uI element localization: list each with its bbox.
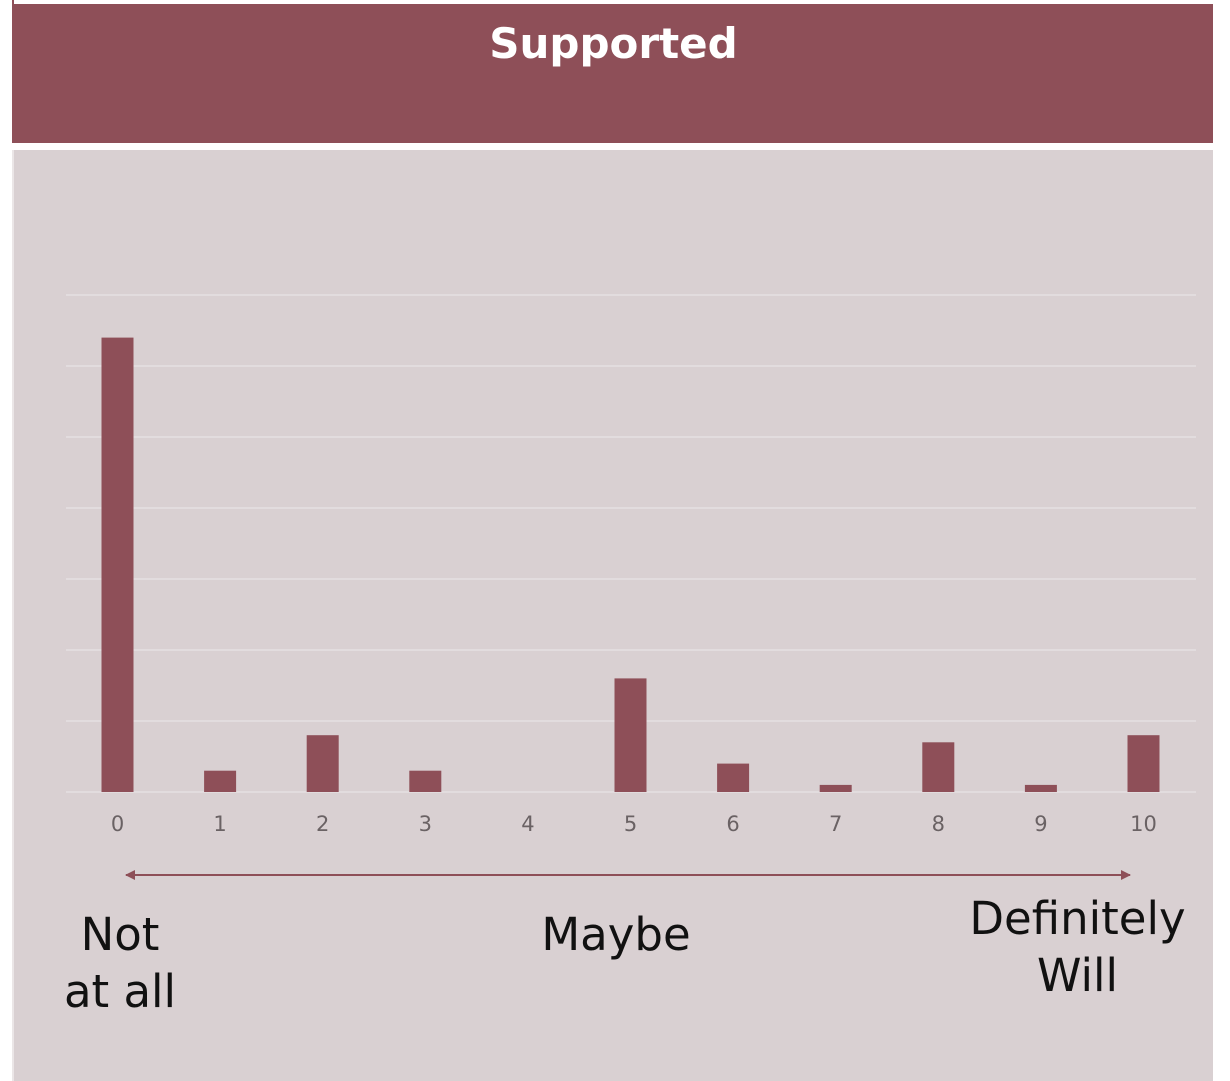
x-tick-label: 2 (316, 812, 329, 836)
header-banner: Supported (14, 4, 1213, 143)
x-tick-label: 8 (932, 812, 945, 836)
scale-label-definitely-will: Definitely Will (969, 892, 1186, 1002)
chart-panel (14, 150, 1213, 1081)
bar-2 (306, 735, 339, 792)
bar-8 (922, 742, 955, 792)
x-tick-label: 4 (521, 812, 534, 836)
bar-0 (101, 337, 134, 792)
bar-7 (819, 784, 852, 792)
bars (101, 337, 1160, 792)
bar-9 (1024, 784, 1057, 792)
scale-label-not-at-all: Not at all (63, 908, 177, 1018)
header-left-rule (12, 0, 14, 143)
x-tick-label: 9 (1034, 812, 1047, 836)
bar-3 (409, 770, 442, 792)
x-tick-label: 1 (213, 812, 226, 836)
bar-10 (1127, 735, 1160, 792)
x-tick-label: 7 (829, 812, 842, 836)
bar-6 (717, 763, 750, 792)
x-tick-label: 0 (111, 812, 124, 836)
x-tick-label: 10 (1130, 812, 1157, 836)
x-tick-labels: 0 1 2 3 4 5 6 7 8 9 10 (111, 812, 1157, 836)
scale-label-maybe: Maybe (541, 908, 691, 961)
x-tick-label: 6 (726, 812, 739, 836)
bar-1 (204, 770, 237, 792)
bar-5 (614, 678, 647, 792)
x-tick-label: 3 (419, 812, 432, 836)
x-tick-label: 5 (624, 812, 637, 836)
page-title: Supported (489, 19, 738, 68)
panel-left-edge (12, 150, 14, 1081)
